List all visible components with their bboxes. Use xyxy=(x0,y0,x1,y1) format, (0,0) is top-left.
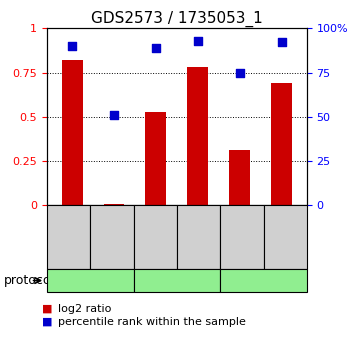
Text: ■: ■ xyxy=(42,304,52,314)
Text: percentile rank within the sample: percentile rank within the sample xyxy=(58,317,245,327)
Point xyxy=(69,43,75,49)
Point xyxy=(153,45,159,51)
Text: FBP2 knockdown: FBP2 knockdown xyxy=(133,275,221,286)
Text: GSM110528: GSM110528 xyxy=(150,206,160,269)
Point xyxy=(279,40,284,45)
Text: GSM110529: GSM110529 xyxy=(107,206,117,269)
Bar xyxy=(271,83,292,205)
Bar xyxy=(62,60,83,205)
Text: GSM110526: GSM110526 xyxy=(64,206,74,269)
Text: FBP1 knockdown: FBP1 knockdown xyxy=(46,275,134,286)
Point xyxy=(195,38,201,44)
Text: GSM110531: GSM110531 xyxy=(280,206,290,269)
Text: FBP3 knockdown: FBP3 knockdown xyxy=(219,275,308,286)
Point xyxy=(111,112,117,118)
Text: ■: ■ xyxy=(42,317,52,327)
Bar xyxy=(229,150,250,205)
Bar xyxy=(145,112,166,205)
Text: log2 ratio: log2 ratio xyxy=(58,304,111,314)
Text: GSM110527: GSM110527 xyxy=(237,206,247,269)
Text: protocol: protocol xyxy=(4,274,55,287)
Title: GDS2573 / 1735053_1: GDS2573 / 1735053_1 xyxy=(91,11,263,27)
Text: GSM110530: GSM110530 xyxy=(193,206,204,269)
Point xyxy=(237,70,243,75)
Bar xyxy=(104,204,125,205)
Bar xyxy=(187,67,208,205)
